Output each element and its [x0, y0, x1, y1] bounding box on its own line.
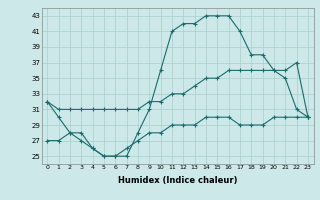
X-axis label: Humidex (Indice chaleur): Humidex (Indice chaleur)	[118, 176, 237, 185]
